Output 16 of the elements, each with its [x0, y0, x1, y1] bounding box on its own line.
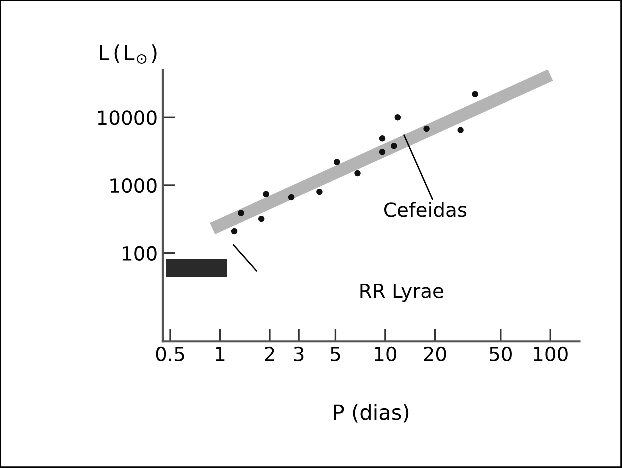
x-axis-title: P (dias)	[334, 404, 409, 423]
y-axis-title: L(L$_{⊙}$)	[100, 44, 157, 64]
x-tick-label: 10	[375, 346, 397, 362]
x-tick-label: 20	[424, 346, 446, 362]
annotation: RR Lyrae	[360, 284, 444, 302]
y-tick-label: 1000	[110, 178, 157, 194]
x-tick-label: 3	[294, 346, 304, 362]
x-tick-label: 0.5	[156, 346, 184, 362]
x-tick-label: 1	[216, 347, 225, 362]
annotation: Cefeidas	[384, 202, 467, 218]
x-tick-label: 100	[534, 346, 568, 362]
x-tick-label: 2	[265, 346, 274, 362]
x-tick-label: 5	[331, 347, 340, 362]
x-tick-label: 50	[490, 346, 512, 362]
y-tick-label: 10000	[98, 110, 157, 126]
y-tick-label: 100	[123, 246, 157, 262]
